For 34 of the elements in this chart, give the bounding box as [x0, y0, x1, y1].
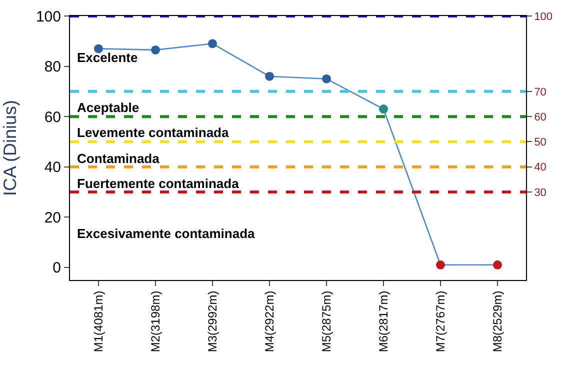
x-tick-label: M5(2875m)	[319, 290, 334, 352]
y2-tick-label: 70	[534, 86, 546, 98]
ref-line-label: Excesivamente contaminada	[77, 226, 256, 241]
y-tick-label: 80	[44, 58, 61, 76]
x-tick-label: M1(4081m)	[91, 290, 106, 352]
point	[379, 104, 388, 114]
ref-line-label: Aceptable	[77, 100, 140, 115]
ref-line-label: Contaminada	[77, 151, 160, 166]
x-tick-label: M8(2529m)	[490, 290, 504, 352]
y2-tick-label: 40	[534, 162, 546, 174]
x-tick-label: M2(3198m)	[148, 290, 162, 352]
y2-tick-label: 60	[534, 111, 546, 124]
y-axis-title: ICA (Dinius)	[0, 100, 20, 196]
y2-tick-label: 30	[534, 186, 546, 199]
x-tick-label: M3(2992m)	[205, 290, 220, 352]
x-tick-label: M7(2767m)	[433, 290, 448, 352]
y-tick-label: 60	[44, 108, 61, 126]
ref-line-label: Levemente contaminada	[77, 125, 230, 140]
point	[265, 72, 274, 81]
y-tick-label: 20	[44, 209, 61, 226]
y-tick-label: 0	[52, 260, 61, 277]
y-tick-label: 100	[36, 8, 61, 26]
point	[208, 39, 217, 48]
ref-line-label: Fuertemente contaminada	[77, 176, 240, 191]
ref-line-label: Excelente	[77, 50, 138, 65]
y2-tick-label: 50	[534, 136, 546, 149]
y-tick-label: 40	[44, 159, 61, 176]
point	[151, 45, 160, 54]
y2-tick-label: 100	[534, 10, 553, 23]
point	[436, 260, 445, 270]
x-tick-label: M4(2922m)	[262, 290, 276, 352]
x-tick-label: M6(2817m)	[376, 290, 390, 352]
point	[493, 260, 502, 270]
point	[322, 74, 331, 84]
